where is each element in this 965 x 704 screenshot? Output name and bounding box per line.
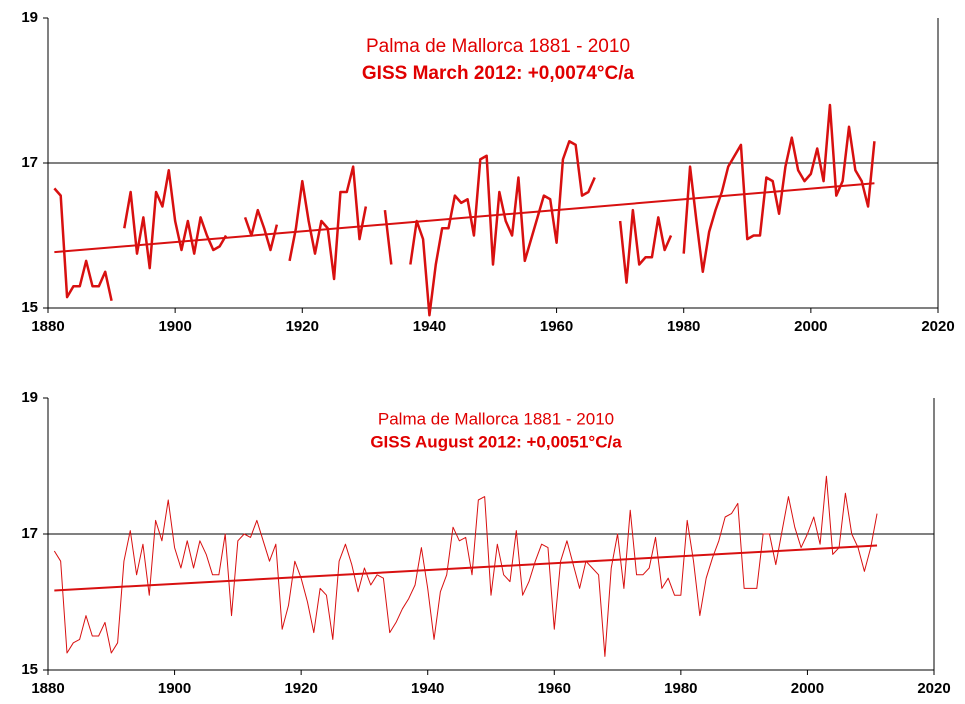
x-tick-label: 2000 [794, 318, 827, 335]
x-tick-label: 1940 [413, 318, 446, 335]
y-tick-label: 15 [21, 661, 38, 678]
x-tick-label: 1900 [158, 318, 191, 335]
x-tick-label: 1920 [286, 318, 319, 335]
x-tick-label: 2020 [917, 680, 950, 697]
x-tick-label: 2020 [921, 318, 954, 335]
x-tick-label: 1900 [158, 680, 191, 697]
data-line [54, 182, 875, 254]
y-tick-label: 19 [21, 389, 38, 406]
chart-title: Palma de Mallorca 1881 - 2010 [366, 36, 630, 57]
chart-title: Palma de Mallorca 1881 - 2010 [378, 409, 614, 428]
y-tick-label: 17 [21, 525, 38, 542]
data-line [53, 475, 878, 657]
x-tick-label: 1920 [284, 680, 317, 697]
x-tick-label: 1940 [411, 680, 444, 697]
chart-subtitle: GISS March 2012: +0,0074°C/a [362, 63, 635, 84]
x-tick-label: 1880 [31, 318, 64, 335]
data-line [53, 103, 876, 317]
x-tick-label: 1980 [664, 680, 697, 697]
chart-subtitle: GISS August 2012: +0,0051°C/a [370, 432, 622, 451]
x-tick-label: 2000 [791, 680, 824, 697]
data-line [54, 544, 878, 592]
x-tick-label: 1880 [31, 680, 64, 697]
y-tick-label: 15 [21, 299, 38, 316]
x-tick-label: 1960 [538, 680, 571, 697]
y-tick-label: 17 [21, 154, 38, 171]
x-tick-label: 1980 [667, 318, 700, 335]
y-tick-label: 19 [21, 9, 38, 26]
x-tick-label: 1960 [540, 318, 573, 335]
